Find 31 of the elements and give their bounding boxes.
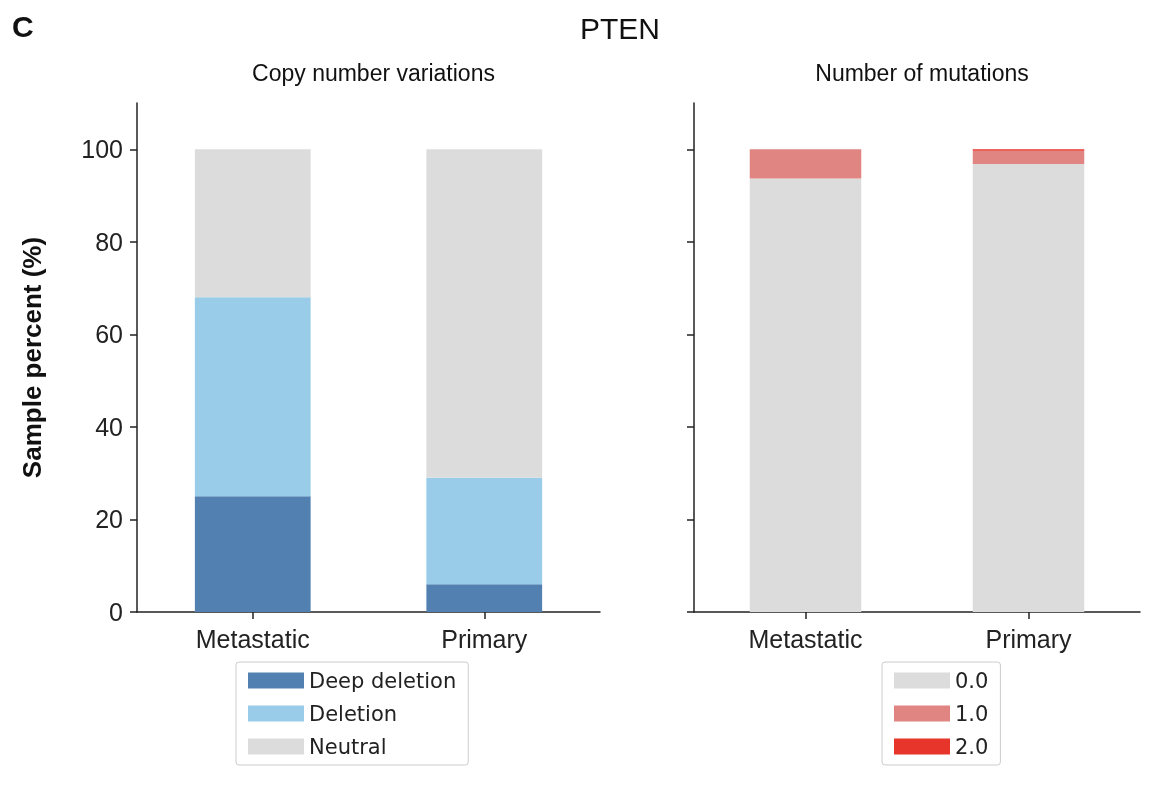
legend-label: 1.0 — [955, 701, 989, 726]
x-tick-label: Primary — [985, 624, 1073, 653]
bar — [426, 149, 543, 478]
legend-label: 0.0 — [955, 668, 989, 693]
legend-label: 2.0 — [955, 734, 989, 759]
bar — [749, 178, 862, 612]
y-tick-label: 60 — [95, 320, 123, 349]
chart-title: Number of mutations — [815, 59, 1029, 86]
legend-label: Deletion — [309, 701, 398, 726]
y-tick-label: 20 — [95, 505, 123, 534]
y-tick-label: 100 — [81, 135, 123, 164]
bar — [972, 150, 1085, 165]
y-axis-title: Sample percent (%) — [17, 236, 47, 479]
x-tick-label: Primary — [441, 624, 528, 653]
x-tick-label: Metastatic — [195, 624, 310, 653]
bar — [972, 164, 1085, 612]
legend-label: Neutral — [309, 734, 387, 759]
bar — [426, 584, 543, 612]
bar — [194, 149, 311, 298]
text: PTEN — [579, 12, 661, 46]
bar — [749, 149, 862, 179]
legend-label: Deep deletion — [309, 668, 457, 693]
bar — [194, 297, 311, 497]
x-tick-label: Metastatic — [748, 624, 863, 653]
y-tick-label: 80 — [95, 227, 123, 256]
y-tick-label: 0 — [109, 598, 123, 626]
bar — [426, 477, 543, 585]
y-tick-label: 40 — [95, 412, 123, 441]
bar — [194, 496, 311, 612]
text: C — [12, 10, 34, 44]
chart-title: Copy number variations — [252, 59, 495, 86]
